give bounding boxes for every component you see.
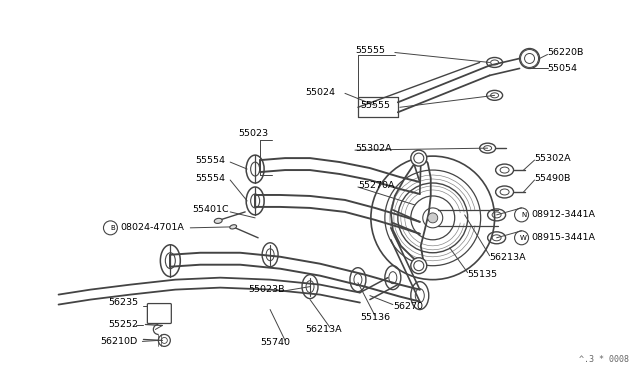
Text: 56213A: 56213A	[490, 253, 526, 262]
Text: B: B	[110, 225, 115, 231]
Text: 56213A: 56213A	[305, 325, 342, 334]
Text: 08912-3441A: 08912-3441A	[532, 211, 596, 219]
Circle shape	[411, 258, 427, 274]
Ellipse shape	[214, 218, 222, 224]
Text: 55024: 55024	[305, 88, 335, 97]
Text: 55135: 55135	[468, 270, 498, 279]
Text: 55252: 55252	[108, 320, 138, 329]
Ellipse shape	[230, 225, 237, 229]
Text: 08915-3441A: 08915-3441A	[532, 233, 596, 242]
Text: 55023: 55023	[238, 129, 268, 138]
Text: 56210D: 56210D	[100, 337, 138, 346]
Text: 55401C: 55401C	[192, 205, 229, 214]
Text: 56270: 56270	[393, 302, 423, 311]
Text: 55554: 55554	[195, 173, 225, 183]
Text: 55302A: 55302A	[355, 144, 392, 153]
Circle shape	[411, 150, 427, 166]
Text: 55023B: 55023B	[248, 285, 285, 294]
FancyBboxPatch shape	[147, 304, 172, 324]
Text: 55554: 55554	[195, 155, 225, 164]
Circle shape	[428, 213, 438, 223]
Text: 55302A: 55302A	[534, 154, 571, 163]
Text: W: W	[520, 235, 527, 241]
Text: 55740: 55740	[260, 338, 290, 347]
Text: 55490B: 55490B	[534, 173, 571, 183]
Text: 55270A: 55270A	[358, 180, 394, 189]
Text: 55136: 55136	[360, 313, 390, 322]
Text: ^.3 * 0008: ^.3 * 0008	[579, 355, 629, 364]
Text: 56235: 56235	[108, 298, 139, 307]
Text: 55555: 55555	[355, 46, 385, 55]
Text: 08024-4701A: 08024-4701A	[120, 223, 184, 232]
Text: 55054: 55054	[547, 64, 577, 73]
Text: 56220B: 56220B	[547, 48, 584, 57]
Text: N: N	[521, 212, 526, 218]
Text: 55555: 55555	[360, 101, 390, 110]
